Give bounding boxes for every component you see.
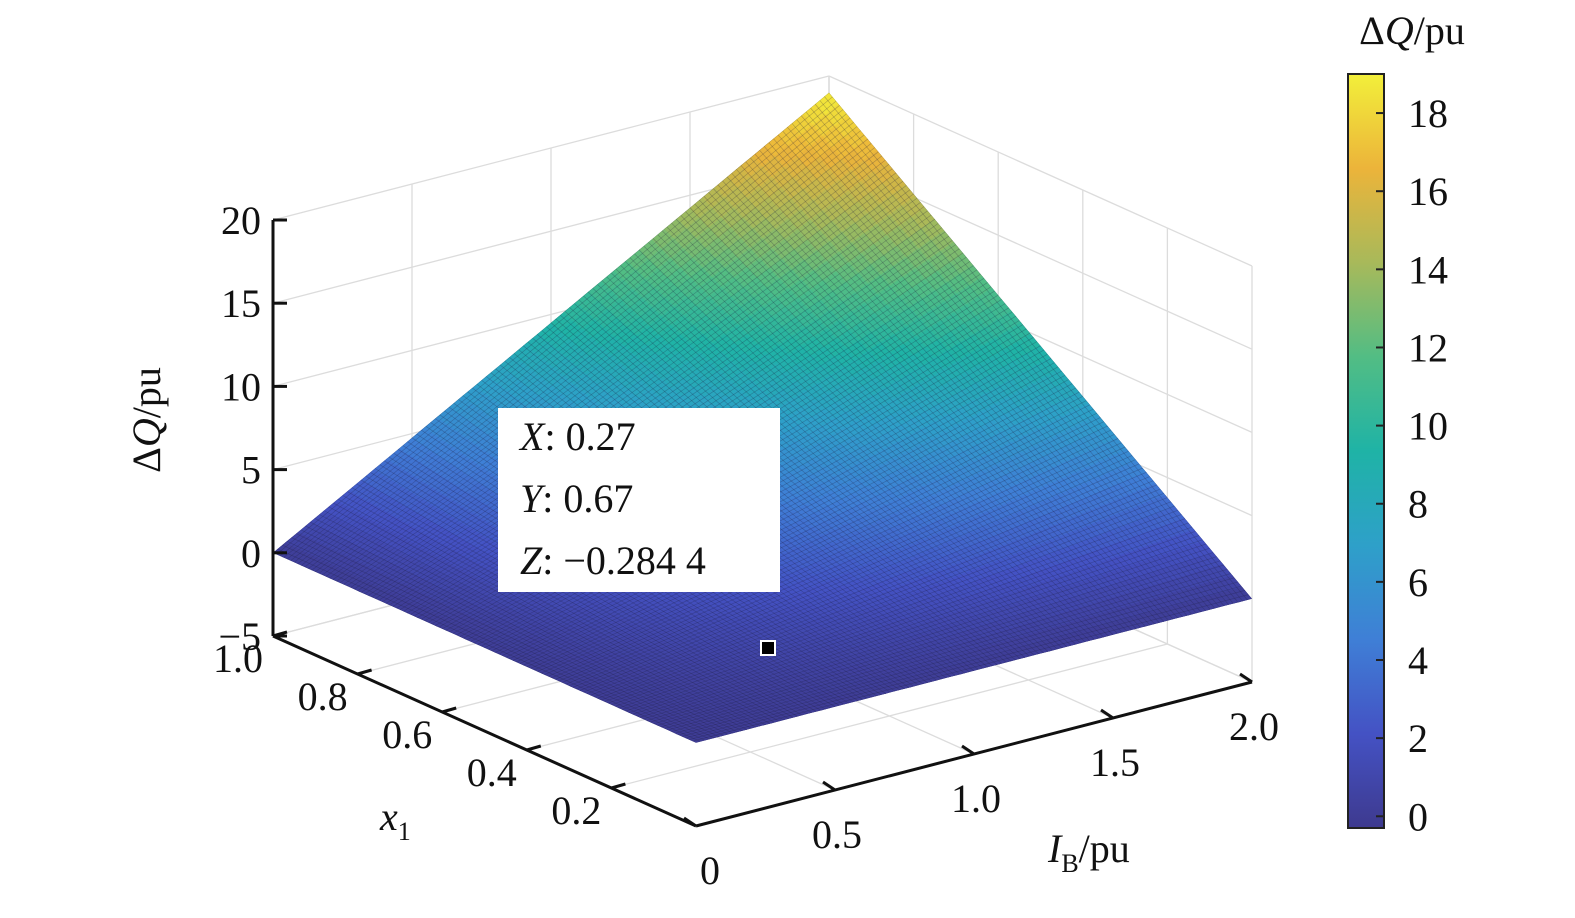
x-tick-label: 0.6 xyxy=(382,712,432,757)
datatip-z-row: Z: −0.284 4 xyxy=(520,538,706,583)
z-axis-label-var: Q xyxy=(124,418,169,447)
colorbar-tick-label: 12 xyxy=(1408,326,1448,371)
y-tick-label: 2.0 xyxy=(1229,704,1279,749)
x-tick xyxy=(357,668,373,676)
z-tick-label: 20 xyxy=(221,198,261,243)
y-axis-label: IB/pu xyxy=(1047,826,1130,878)
x-tick-label: 0.4 xyxy=(467,750,517,795)
z-axis-label-unit: /pu xyxy=(124,367,169,418)
y-tick-label: 1.0 xyxy=(951,776,1001,821)
datatip-z-label: Z xyxy=(520,538,543,583)
colorbar: 0 2 4 6 8 10 12 14 16 18 ΔQ/pu xyxy=(1347,8,1465,839)
colorbar-title-delta: Δ xyxy=(1359,8,1385,53)
z-tick-label: 10 xyxy=(221,364,261,409)
colorbar-ticks: 0 2 4 6 8 10 12 14 16 18 xyxy=(1376,91,1448,839)
colorbar-tick-label: 14 xyxy=(1408,247,1448,292)
z-axis-label-delta: Δ xyxy=(124,447,169,473)
colorbar-title-unit: /pu xyxy=(1414,8,1465,53)
datatip-y-value: 0.67 xyxy=(563,476,633,521)
x-tick xyxy=(526,744,542,752)
datatip-x-row: X: 0.27 xyxy=(518,414,636,459)
colorbar-tick-label: 0 xyxy=(1408,794,1428,839)
colorbar-tick-label: 18 xyxy=(1408,91,1448,136)
datatip-x-value: 0.27 xyxy=(566,414,636,459)
y-tick-label: 0 xyxy=(700,848,720,893)
z-tick-label: 0 xyxy=(241,531,261,576)
grid-line xyxy=(272,75,830,221)
datatip-y-sep: : xyxy=(542,476,563,521)
x-tick-label: 0.2 xyxy=(551,788,601,833)
colorbar-tick-label: 16 xyxy=(1408,169,1448,214)
y-axis-label-sub: B xyxy=(1061,849,1078,878)
y-tick-label: 0.5 xyxy=(812,812,862,857)
z-tick-label: 15 xyxy=(221,281,261,326)
x-tick-label: 1.0 xyxy=(213,636,263,681)
datatip-marker[interactable] xyxy=(760,640,776,656)
x-axis-label: x1 xyxy=(379,794,411,846)
datatip-x-label: X xyxy=(518,414,546,459)
datatip-z-sep: : xyxy=(542,538,563,583)
y-tick-label: 1.5 xyxy=(1090,740,1140,785)
colorbar-tick-label: 6 xyxy=(1408,560,1428,605)
z-axis-label: ΔQ/pu xyxy=(124,367,169,473)
colorbar-tick-label: 10 xyxy=(1408,404,1448,449)
x-tick xyxy=(610,782,626,790)
colorbar-tick-label: 2 xyxy=(1408,716,1428,761)
x-axis-line xyxy=(272,634,697,828)
colorbar-title: ΔQ/pu xyxy=(1359,8,1465,53)
x-axis-label-main: x xyxy=(379,794,398,839)
datatip-z-value: −0.284 4 xyxy=(563,538,706,583)
datatip-x-sep: : xyxy=(544,414,565,459)
x-axis-label-sub: 1 xyxy=(398,817,411,846)
colorbar-tick-label: 4 xyxy=(1408,638,1428,683)
z-tick-label: 5 xyxy=(241,448,261,493)
x-tick xyxy=(441,706,457,714)
y-axis-label-unit: /pu xyxy=(1079,826,1130,871)
colorbar-tick-label: 8 xyxy=(1408,482,1428,527)
colorbar-gradient xyxy=(1347,73,1385,829)
surface xyxy=(273,92,1252,743)
grid-line xyxy=(828,75,1253,267)
colorbar-title-var: Q xyxy=(1385,8,1414,53)
x-tick-label: 0.8 xyxy=(298,674,348,719)
datatip-y-row: Y: 0.67 xyxy=(520,476,633,521)
